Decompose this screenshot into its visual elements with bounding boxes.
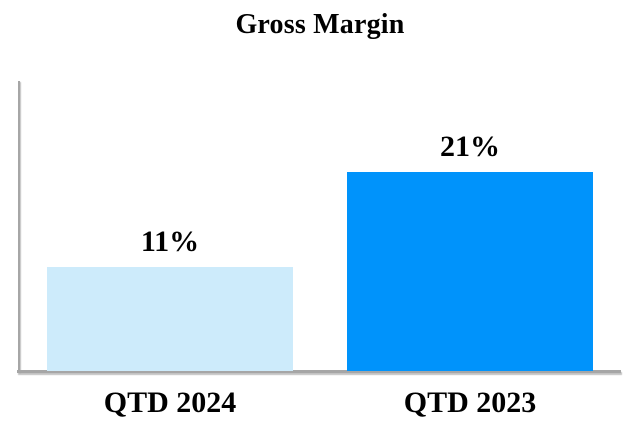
x-axis-label-qtd-2023: QTD 2023 bbox=[403, 386, 537, 419]
bar-value-label-qtd-2024: 11% bbox=[140, 225, 200, 258]
y-axis-line bbox=[18, 81, 20, 372]
chart-title: Gross Margin bbox=[235, 9, 405, 40]
x-axis-line bbox=[17, 370, 621, 373]
bar-qtd-2024 bbox=[47, 267, 293, 371]
x-axis-label-qtd-2024: QTD 2024 bbox=[103, 386, 237, 419]
bar-qtd-2023 bbox=[347, 172, 593, 371]
bar-value-label-qtd-2023: 21% bbox=[440, 130, 500, 163]
